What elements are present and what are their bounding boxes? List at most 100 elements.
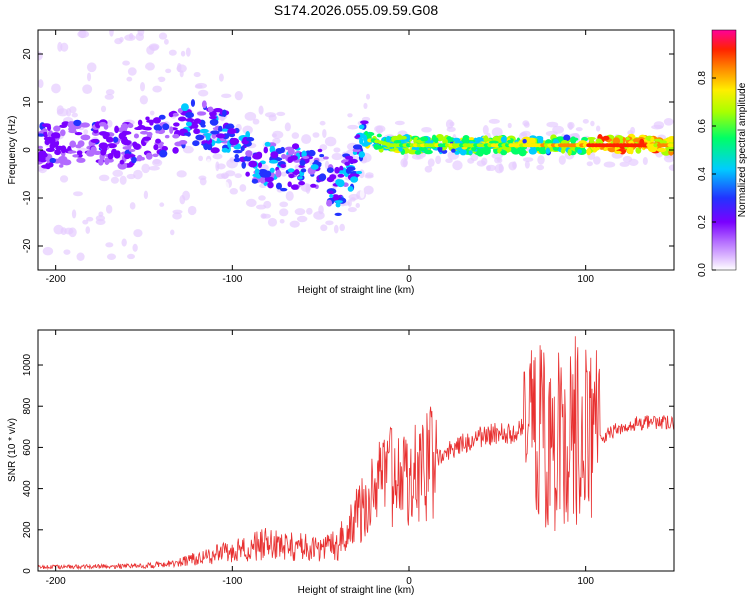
spectrogram-cell — [650, 136, 655, 143]
spectrogram-y-tick-label: -10 — [22, 190, 33, 205]
spectrogram-cell — [275, 182, 283, 190]
spectrogram-cell — [86, 216, 94, 222]
spectrogram-cell — [199, 177, 207, 186]
spectrogram-cell — [80, 134, 91, 141]
spectrogram-cell — [626, 146, 634, 154]
spectrogram-cell — [373, 144, 380, 150]
spectrogram-cell — [178, 140, 188, 145]
spectrogram-cell — [361, 142, 369, 147]
spectrogram-cell — [619, 161, 630, 167]
spectrogram-cell — [195, 134, 205, 141]
spectrogram-cell — [196, 111, 207, 116]
spectrogram-cell — [75, 144, 82, 149]
spectrogram-cell — [55, 145, 64, 151]
spectrogram-cell — [134, 126, 143, 131]
spectrogram-cell — [537, 155, 545, 165]
spectrogram-cell — [210, 130, 220, 135]
spectrogram-cell — [586, 161, 593, 167]
spectrogram-cell — [327, 190, 334, 195]
spectrogram-cell — [222, 181, 230, 192]
spectrogram-cell — [355, 170, 363, 175]
spectrogram-cell — [220, 172, 230, 179]
spectrogram-cell — [56, 105, 64, 115]
spectrogram-cell — [82, 219, 89, 225]
spectrogram-cell — [289, 220, 300, 228]
spectrogram-cell — [192, 140, 200, 147]
spectrogram-cell — [118, 132, 126, 140]
spectrogram-cell — [190, 99, 196, 107]
spectrogram-cell — [105, 136, 114, 143]
spectrogram-cell — [500, 136, 508, 144]
colorbar-gradient — [711, 29, 737, 271]
spectrogram-cell — [558, 155, 566, 165]
colorbar-tick-label: 0.0 — [697, 263, 708, 277]
spectrogram-cell — [168, 238, 177, 247]
spectrogram-cell — [67, 121, 74, 129]
spectrogram-cell — [127, 123, 134, 129]
spectrogram-cell — [158, 149, 168, 158]
spectrogram-cell — [470, 153, 479, 162]
spectrogram-y-ticks: -20 -10 0 10 20 — [22, 48, 674, 253]
spectrogram-cell — [536, 164, 545, 171]
spectrogram-cell — [200, 124, 206, 128]
spectrogram-cell — [105, 204, 113, 214]
spectrogram-cell — [121, 238, 127, 247]
spectrogram-cell — [602, 135, 610, 141]
spectrogram-cell — [38, 155, 46, 162]
spectrogram-cell — [229, 157, 235, 163]
spectrogram-cell — [589, 139, 595, 145]
spectrogram-cell — [122, 146, 132, 150]
spectrogram-x-ticks: -200 -100 0 100 — [46, 30, 594, 285]
spectrogram-cell — [242, 125, 253, 135]
spectrogram-cell — [454, 150, 460, 155]
snr-y-tick-label: 600 — [22, 439, 33, 456]
spectrogram-cell — [185, 121, 192, 127]
spectrogram-cell — [94, 23, 102, 29]
spectrogram-cell — [131, 156, 137, 164]
spectrogram-y-tick-label: 10 — [22, 96, 33, 108]
spectrogram-cell — [208, 115, 218, 120]
spectrogram-cell — [319, 153, 325, 158]
colorbar-tick-label: 0.6 — [697, 119, 708, 133]
spectrogram-cell — [110, 176, 119, 184]
spectrogram-cell — [86, 150, 95, 157]
spectrogram-cell — [229, 188, 238, 195]
spectrogram-cell — [59, 124, 68, 129]
spectrogram-cell — [296, 215, 308, 223]
spectrogram-cell — [38, 133, 45, 137]
spectrogram-cell — [302, 155, 310, 159]
spectrogram-cell — [376, 133, 382, 138]
spectrogram-cell — [394, 120, 405, 126]
snr-plot-area — [38, 330, 674, 571]
spectrogram-cell — [491, 127, 503, 138]
spectrogram-cell — [54, 149, 62, 156]
spectrogram-cell — [420, 136, 429, 142]
spectrogram-cell — [146, 131, 153, 137]
spectrogram-cell — [355, 134, 361, 139]
spectrogram-cell — [47, 162, 54, 168]
spectrogram-cell — [306, 207, 313, 215]
spectrogram-cell — [203, 142, 209, 151]
spectrogram-cell — [92, 88, 101, 98]
spectrogram-cell — [347, 186, 354, 192]
spectrogram-cell — [358, 151, 366, 158]
spectrogram-cell — [104, 93, 114, 100]
spectrogram-cell — [261, 213, 271, 219]
spectrogram-cell — [319, 120, 326, 126]
spectrogram-cell — [347, 124, 359, 130]
spectrogram-cell — [49, 157, 57, 164]
spectrogram-cell — [322, 128, 327, 138]
spectrogram-cell — [170, 229, 175, 236]
spectrogram-cell — [193, 72, 201, 78]
spectrogram-cell — [165, 68, 172, 74]
spectrogram-cell — [433, 137, 439, 144]
spectrogram-cell — [246, 137, 255, 142]
spectrogram-cell — [216, 163, 226, 170]
spectrogram-cell — [512, 161, 517, 169]
spectrogram-cell — [38, 79, 44, 89]
spectrogram-cell — [527, 137, 536, 145]
spectrogram-cell — [642, 156, 648, 166]
spectrogram-cell — [232, 149, 243, 154]
spectrogram-cell — [60, 129, 66, 137]
spectrogram-cell — [152, 117, 161, 124]
